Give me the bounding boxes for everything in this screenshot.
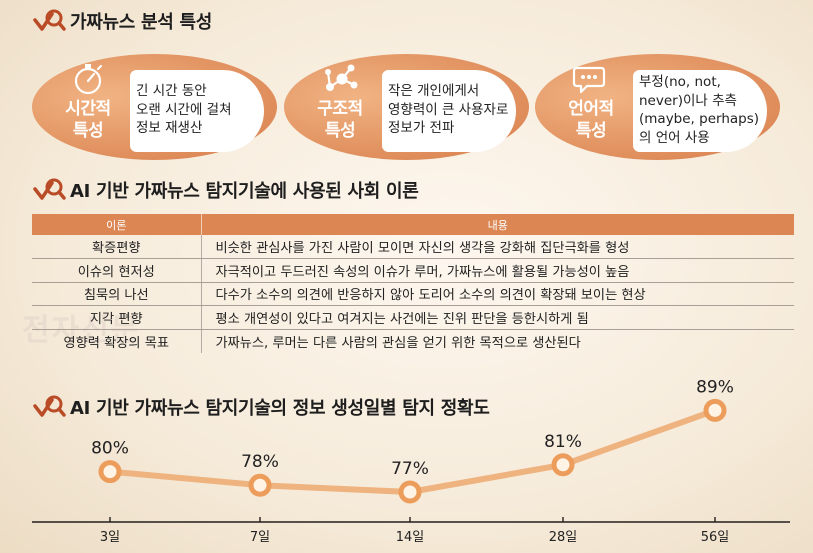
- x-tick-label: 7일: [250, 530, 270, 545]
- trait-badge: 언어적 특성: [549, 60, 633, 154]
- trait-card-temporal: 시간적 특성 긴 시간 동안 오랜 시간에 걸쳐 정보 재생산: [32, 54, 277, 160]
- x-tick-label: 56일: [701, 530, 730, 545]
- theory-cell: 확증편향: [32, 235, 202, 260]
- theory-table: 이론 내용 확증편향 비슷한 관심사를 가진 사람이 모이면 자신의 생각을 강…: [32, 214, 794, 353]
- table-header-row: 이론 내용: [32, 214, 794, 235]
- table-row: 영향력 확장의 목표 가짜뉴스, 루머는 다른 사람의 관심을 얻기 위한 목적…: [32, 329, 794, 353]
- trait-desc-line: 영향력이 큰 사용자로: [388, 101, 509, 118]
- section3-header: AI 기반 가짜뉴스 탐지기술의 정보 생성일별 탐지 정확도: [32, 392, 490, 422]
- theory-cell: 침묵의 나선: [32, 282, 202, 307]
- x-axis-ticks: 3일 7일 14일 28일 56일: [100, 517, 729, 545]
- magnifier-check-icon: [33, 395, 66, 417]
- value-label: 77%: [391, 459, 429, 479]
- trait-desc-line: 부정(no, not,: [639, 74, 721, 90]
- trait-label-line2: 특성: [72, 121, 104, 141]
- data-point-14일: [398, 480, 422, 504]
- trait-label-line1: 언어적: [568, 99, 614, 119]
- trait-desc-line: never)이나 추측: [639, 92, 737, 109]
- trait-desc-line: 오랜 시간에 걸쳐: [136, 101, 232, 118]
- stopwatch-icon: [74, 64, 103, 95]
- trait-desc-line: 긴 시간 동안: [136, 83, 207, 99]
- trait-card-linguistic: 언어적 특성 부정(no, not, never)이나 추측 (maybe, p…: [535, 54, 780, 160]
- data-point-56일: [703, 398, 727, 422]
- section2-header: AI 기반 가짜뉴스 탐지기술에 사용된 사회 이론: [32, 175, 419, 205]
- trait-desc-line: 의 언어 사용: [639, 129, 710, 146]
- chart-title: AI 기반 가짜뉴스 탐지기술의 정보 생성일별 탐지 정확도: [70, 398, 490, 419]
- content-cell: 다수가 소수의 의견에 반응하지 않아 도리어 소수의 의견이 확장돼 보이는 …: [201, 282, 794, 307]
- trait-badge: 시간적 특성: [46, 60, 130, 154]
- trait-label-line1: 구조적: [317, 99, 363, 119]
- theory-cell: 이슈의 현저성: [32, 258, 202, 283]
- data-points: 80% 78% 77% 81% 89%: [91, 377, 734, 504]
- content-cell: 비슷한 관심사를 가진 사람이 모이면 자신의 생각을 강화해 집단극화를 형성: [201, 235, 794, 260]
- table-row: 지각 편향 평소 개연성이 있다고 여겨지는 사건에는 진위 판단을 등한시하게…: [32, 305, 794, 330]
- table-row: 이슈의 현저성 자극적이고 두드러진 속성의 이슈가 루머, 가짜뉴스에 활용될…: [32, 258, 794, 283]
- trait-desc-line: (maybe, perhaps): [639, 111, 760, 127]
- x-tick-label: 28일: [549, 530, 578, 545]
- speech-bubble-icon: [572, 66, 606, 94]
- column-header-content: 내용: [201, 214, 794, 235]
- trait-label-line2: 특성: [575, 121, 607, 141]
- trend-line: [107, 407, 718, 495]
- column-header-theory: 이론: [32, 214, 202, 235]
- trait-card-structural: 구조적 특성 작은 개인에게서 영향력이 큰 사용자로 정보가 전파: [284, 54, 529, 160]
- trait-desc-line: 작은 개인에게서: [388, 83, 480, 99]
- trait-description: 작은 개인에게서 영향력이 큰 사용자로 정보가 전파: [382, 70, 516, 152]
- section1-header: 가짜뉴스 분석 특성: [32, 6, 212, 36]
- table-row: 침묵의 나선 다수가 소수의 의견에 반응하지 않아 도리어 소수의 의견이 확…: [32, 282, 794, 307]
- trait-label-line1: 시간적: [65, 99, 111, 119]
- trait-desc-line: 정보가 전파: [388, 120, 455, 136]
- trait-badge: 구조적 특성: [298, 60, 382, 154]
- trait-description: 긴 시간 동안 오랜 시간에 걸쳐 정보 재생산: [130, 70, 264, 152]
- value-label: 89%: [696, 377, 734, 397]
- theory-cell: 영향력 확장의 목표: [32, 329, 202, 353]
- magnifier-check-icon: [33, 9, 66, 31]
- trait-description: 부정(no, not, never)이나 추측 (maybe, perhaps)…: [633, 70, 767, 152]
- trait-label-line2: 특성: [324, 121, 356, 141]
- network-icon: [325, 64, 358, 91]
- x-tick-label: 3일: [100, 530, 120, 545]
- value-label: 81%: [544, 432, 582, 452]
- content-cell: 평소 개연성이 있다고 여겨지는 사건에는 진위 판단을 등한시하게 됨: [201, 305, 794, 330]
- data-point-28일: [551, 453, 575, 477]
- value-label: 80%: [91, 439, 129, 459]
- section1-title: 가짜뉴스 분석 특성: [70, 12, 213, 33]
- data-point-3일: [98, 460, 122, 484]
- trait-desc-line: 정보 재생산: [136, 120, 203, 136]
- value-label: 78%: [241, 452, 279, 472]
- data-point-7일: [248, 473, 272, 497]
- magnifier-check-icon: [33, 178, 66, 200]
- content-cell: 가짜뉴스, 루머는 다른 사람의 관심을 얻기 위한 목적으로 생산된다: [215, 335, 581, 351]
- theory-cell: 지각 편향: [32, 305, 202, 330]
- section2-title: AI 기반 가짜뉴스 탐지기술에 사용된 사회 이론: [70, 181, 419, 202]
- content-cell: 자극적이고 두드러진 속성의 이슈가 루머, 가짜뉴스에 활용될 가능성이 높음: [201, 258, 794, 283]
- x-tick-label: 14일: [396, 530, 425, 545]
- trait-cards: 시간적 특성 긴 시간 동안 오랜 시간에 걸쳐 정보 재생산 구조적 특: [32, 48, 792, 163]
- table-row: 확증편향 비슷한 관심사를 가진 사람이 모이면 자신의 생각을 강화해 집단극…: [32, 235, 794, 260]
